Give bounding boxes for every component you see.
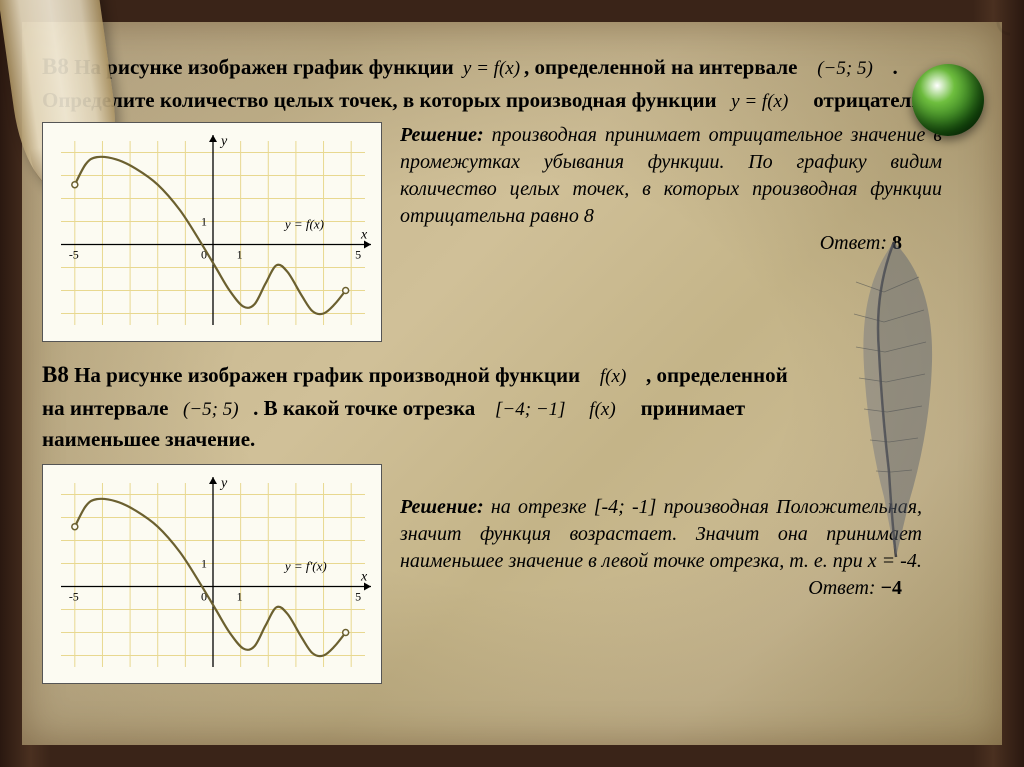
graph1: -51510xyy = f(x): [42, 122, 382, 342]
p2-sol-label: Решение:: [400, 496, 484, 518]
problem1-row: -51510xyy = f(x) Решение: производная пр…: [42, 122, 982, 342]
svg-text:1: 1: [201, 556, 207, 570]
p2-t3: . В какой точке отрезка: [253, 396, 475, 420]
p2-ans-val: −4: [881, 577, 902, 599]
problem1-solution: Решение: производная принимает отрицател…: [400, 122, 982, 230]
p1-t2: , определенной на интервале: [524, 55, 797, 79]
svg-text:-5: -5: [69, 589, 79, 603]
svg-text:y = f'(x): y = f'(x): [283, 558, 327, 573]
svg-text:5: 5: [355, 589, 361, 603]
p1-t1: На рисунке изображен график функции: [74, 55, 454, 79]
problem1-answer: Ответ: 8: [400, 232, 982, 255]
p1-interval: (−5; 5): [813, 58, 877, 79]
svg-text:-5: -5: [69, 248, 79, 262]
problem2-text: В8 На рисунке изображен график производн…: [42, 358, 982, 456]
problem2-answer: Ответ: −4: [400, 577, 982, 600]
problem1-text: В8 На рисунке изображен график функции y…: [42, 50, 982, 116]
svg-text:5: 5: [355, 248, 361, 262]
graph1-svg: -51510xyy = f(x): [43, 123, 383, 343]
svg-text:x: x: [360, 228, 368, 243]
graph2: -51510xyy = f'(x): [42, 464, 382, 684]
parchment-panel: В8 На рисунке изображен график функции y…: [22, 22, 1002, 745]
green-ball-decor: [912, 64, 984, 136]
problem2-row: -51510xyy = f'(x) Решение: на отрезке [-…: [42, 464, 982, 684]
wood-background: В8 На рисунке изображен график функции y…: [0, 0, 1024, 767]
svg-text:y: y: [219, 134, 228, 149]
problem2-label: В8: [42, 362, 69, 387]
p1-f2: y = f(x): [727, 91, 792, 112]
svg-text:1: 1: [201, 215, 207, 229]
p1-f1: y = f(x): [459, 58, 524, 79]
p2-interval: (−5; 5): [179, 399, 243, 420]
p2-ans-label: Ответ:: [808, 577, 875, 599]
svg-text:1: 1: [237, 248, 243, 262]
svg-text:y = f(x): y = f(x): [283, 216, 324, 231]
p2-f2: f(x): [585, 399, 619, 420]
svg-text:y: y: [219, 476, 228, 491]
p2-t1: На рисунке изображен график производной …: [74, 363, 580, 387]
problem2-solution: Решение: на отрезке [-4; -1] производная…: [400, 494, 982, 575]
graph2-svg: -51510xyy = f'(x): [43, 465, 383, 685]
problem1-label: В8: [42, 54, 69, 79]
p1-ans-label: Ответ:: [820, 232, 887, 254]
svg-text:x: x: [360, 569, 368, 584]
svg-text:1: 1: [237, 589, 243, 603]
p2-f1: f(x): [596, 366, 630, 387]
p2-segment: [−4; −1]: [491, 399, 570, 420]
p1-ans-val: 8: [892, 232, 902, 254]
p1-sol-label: Решение:: [400, 124, 484, 146]
